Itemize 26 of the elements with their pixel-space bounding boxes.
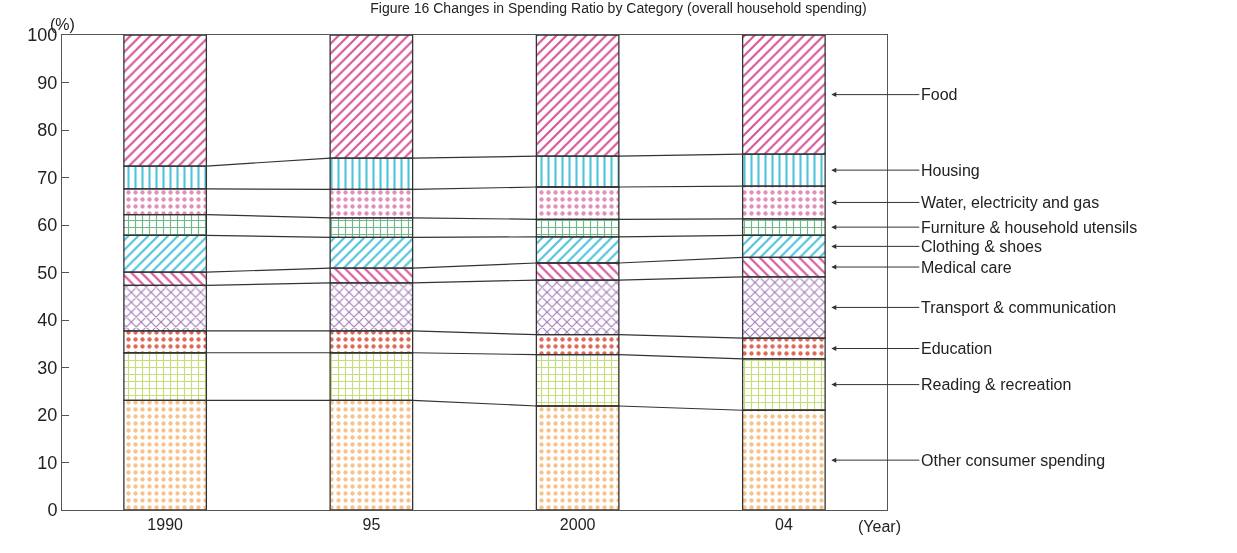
- x-tick-label: 04: [774, 516, 793, 534]
- text: Housing: [921, 162, 980, 179]
- chart-title: Figure 16 Changes in Spending Ratio by Category (overall household spending): [370, 0, 867, 16]
- text: Clothing & shoes: [921, 238, 1042, 255]
- y-tick-label: 0: [47, 500, 58, 521]
- x-axis-title: (Year): [858, 518, 901, 535]
- y-tick-label: 60: [37, 215, 58, 236]
- y-tick-label: 70: [37, 167, 58, 188]
- x-tick-label: 2000: [559, 516, 596, 534]
- text: Furniture & household utensils: [921, 219, 1138, 236]
- text: Food: [921, 86, 958, 103]
- text: Other consumer spending: [921, 452, 1106, 469]
- y-tick-label: 90: [37, 72, 58, 93]
- y-tick-label: 30: [37, 357, 58, 378]
- text: Medical care: [921, 259, 1012, 276]
- text: Reading & recreation: [921, 376, 1072, 393]
- text: Transport & communication: [921, 299, 1117, 316]
- y-tick-label: 50: [37, 262, 58, 283]
- text: Education: [921, 340, 993, 357]
- text: Water, electricity and gas: [921, 194, 1100, 211]
- x-tick-label: 95: [362, 516, 381, 534]
- x-tick-label: 1990: [147, 516, 184, 534]
- y-tick-label: 40: [37, 310, 58, 331]
- y-tick-label: 20: [37, 405, 58, 426]
- y-tick-label: 80: [37, 120, 58, 141]
- y-tick-label: 10: [37, 452, 58, 473]
